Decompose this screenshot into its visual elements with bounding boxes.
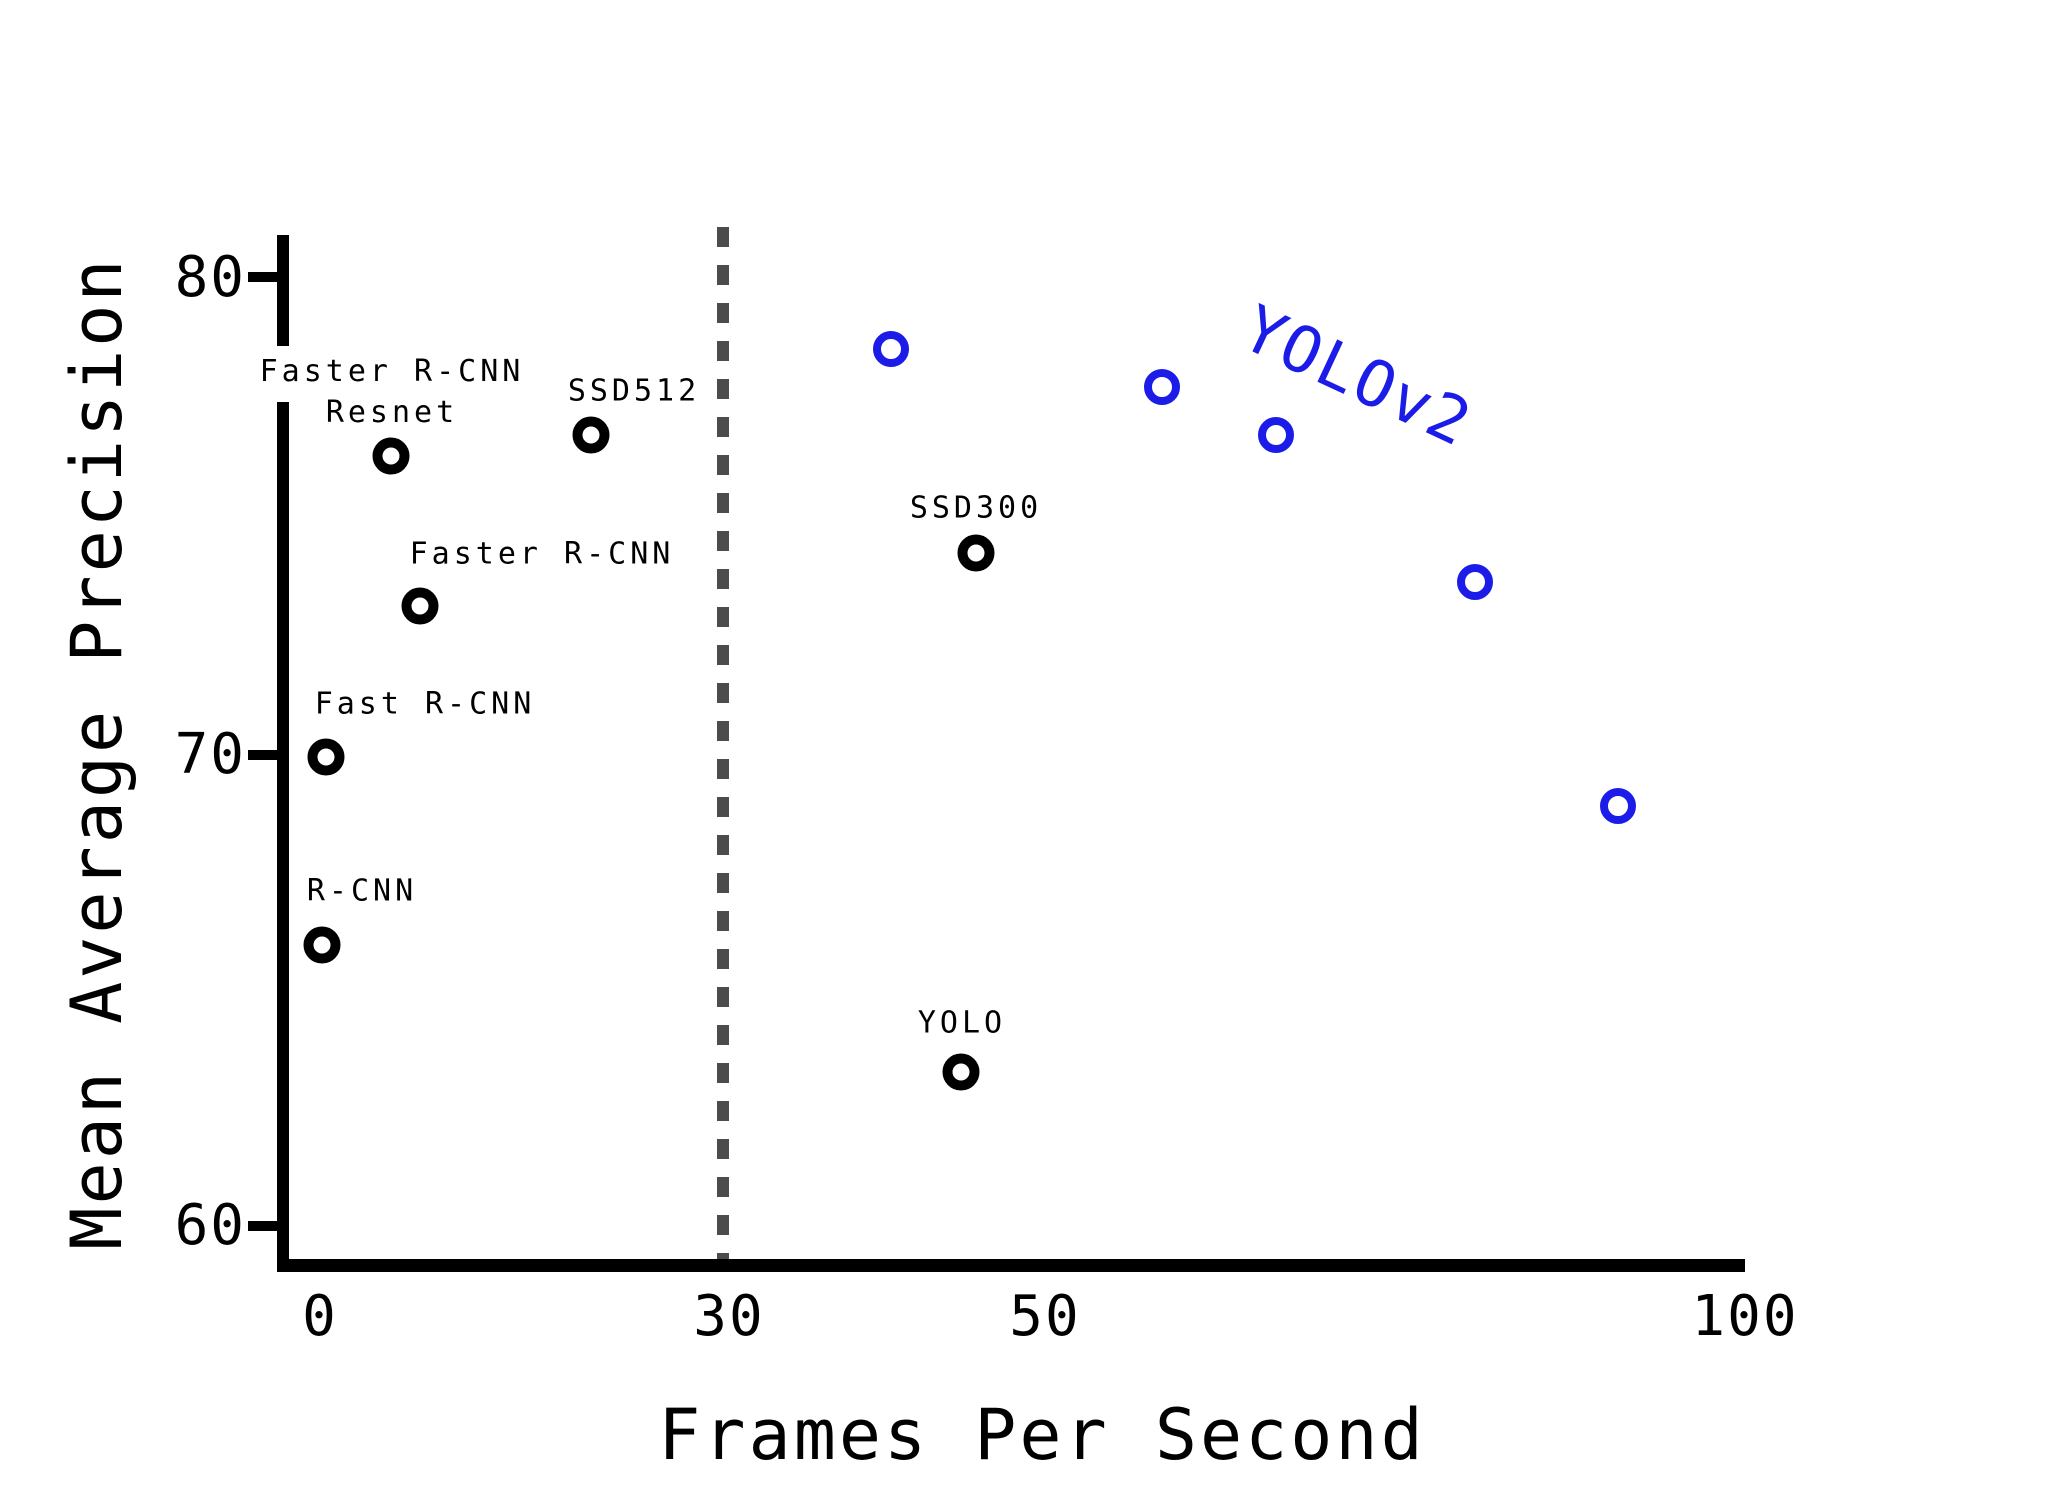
y-axis-spine-lower-segment: [277, 402, 289, 1266]
data-point-ssd512: [572, 416, 610, 454]
data-point-yolov2-91fps: [1600, 788, 1636, 824]
x-axis-title: Frames Per Second: [658, 1394, 1426, 1476]
point-label-ssd512: SSD512: [567, 373, 701, 409]
y-tick-label-60: 60: [174, 1193, 246, 1258]
y-tick-label-70: 70: [174, 722, 246, 787]
x-tick-label-50: 50: [1009, 1284, 1081, 1349]
data-point-yolov2-67fps: [1258, 417, 1294, 453]
y-tick-60: [248, 1221, 282, 1231]
point-label-faster-r-cnn-resnet: Faster R-CNN Resnet: [259, 354, 525, 430]
y-tick-80: [248, 272, 282, 282]
y-tick-70: [248, 750, 282, 760]
y-axis-title: Mean Average Precision: [56, 256, 138, 1250]
y-axis-spine-upper-segment: [277, 235, 289, 346]
point-label-yolo: YOLO: [917, 1005, 1007, 1041]
x-tick-label-100: 100: [1691, 1284, 1799, 1349]
x-tick-label-0: 0: [302, 1284, 338, 1349]
data-point-ssd300: [957, 534, 995, 572]
x-axis-line: [277, 1259, 1745, 1272]
data-point-r-cnn: [303, 926, 341, 964]
point-label-faster-r-cnn: Faster R-CNN: [409, 536, 675, 572]
data-point-faster-r-cnn: [401, 587, 439, 625]
data-point-yolov2-81fps: [1457, 564, 1493, 600]
point-label-ssd300: SSD300: [909, 490, 1043, 526]
data-point-faster-r-cnn-resnet: [372, 437, 410, 475]
data-point-yolov2-40fps: [873, 331, 909, 367]
point-label-fast-r-cnn: Fast R-CNN: [314, 686, 536, 722]
data-point-fast-r-cnn: [307, 738, 345, 776]
y-tick-label-80: 80: [174, 245, 246, 310]
point-label-r-cnn: R-CNN: [306, 873, 418, 909]
data-point-yolo: [942, 1053, 980, 1091]
x-tick-label-30: 30: [693, 1284, 765, 1349]
realtime-threshold-dashed-line: [717, 227, 729, 1259]
data-point-yolov2-59fps: [1144, 369, 1180, 405]
